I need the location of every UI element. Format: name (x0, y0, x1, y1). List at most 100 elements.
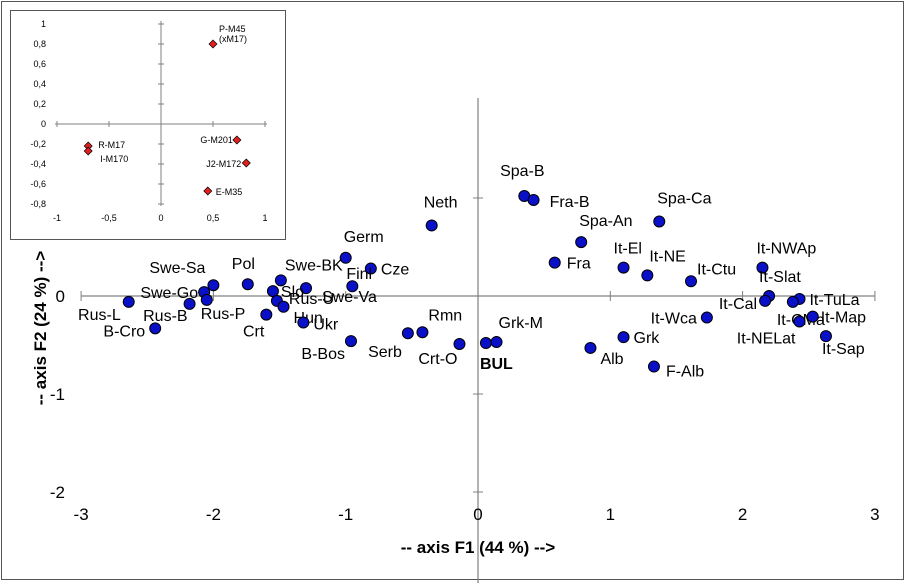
x-tick-label: 1 (606, 505, 615, 524)
point-ukr (297, 316, 310, 329)
point-rmn (416, 326, 429, 339)
inset-frame (10, 10, 286, 240)
point-it-sap (819, 330, 832, 343)
point-label-germ: Germ (344, 229, 384, 246)
inset-x-tick-label: -1 (53, 213, 61, 223)
inset-point-label-p-m45: P-M45 (219, 24, 246, 34)
inset-x-tick-label: -0,5 (101, 213, 117, 223)
point-label-rus-u: Rus-U (289, 291, 334, 308)
inset-point-label-g-m201: G-M201 (200, 135, 233, 145)
point-it-map (806, 310, 819, 323)
point-label-ukr: Ukr (313, 316, 339, 333)
inset-y-tick-label: -0,6 (30, 179, 46, 189)
point-pol (241, 278, 254, 291)
point-label-swe-va: Swe-Va (322, 289, 377, 306)
inset-y-tick-label: -0,8 (30, 199, 46, 209)
point-it-cma (786, 295, 799, 308)
point-rus-l (122, 295, 135, 308)
point-b-bos (344, 335, 357, 348)
point-label-swe-bk: Swe-BK (285, 257, 343, 274)
inset-y-tick-label: 0,2 (33, 99, 46, 109)
point-label-rus-l: Rus-L (78, 307, 121, 324)
point-label-it-nwap: It-NWAp (756, 241, 816, 258)
point-label-spa-ca: Spa-Ca (657, 191, 711, 208)
point-label-it-cal: It-Cal (719, 296, 757, 313)
point-it-el (617, 261, 630, 274)
point-label-it-slat: It-Slat (759, 269, 801, 286)
point-swe-sa (207, 279, 220, 292)
inset-point-label-e-m35: E-M35 (216, 187, 243, 197)
point-label-it-nelat: It-NELat (737, 330, 796, 347)
point-rus-b (183, 297, 196, 310)
inset-y-tick-label: 0,4 (33, 79, 46, 89)
inset-y-tick-label: 1 (41, 19, 46, 29)
point-label-b-bos: B-Bos (301, 346, 345, 363)
inset-x-tick-label: 1 (262, 213, 267, 223)
point-it-ctu (685, 275, 698, 288)
inset-x-tick-label: 0 (158, 213, 163, 223)
point-label-fra: Fra (567, 256, 591, 273)
point-label-rmn: Rmn (428, 307, 462, 324)
x-tick-label: 0 (473, 505, 482, 524)
point-swe-bk (274, 274, 287, 287)
inset-y-tick-label: -0,2 (30, 139, 46, 149)
point-it-nwap (756, 261, 769, 274)
point-b-cro (149, 322, 162, 335)
point-cze (364, 262, 377, 275)
point-label-crt: Crt (243, 324, 265, 341)
point-it-cal (759, 294, 772, 307)
point-label-swe-sa: Swe-Sa (149, 260, 205, 277)
point-label-alb: Alb (600, 351, 623, 368)
point-label-slo: Slo (281, 284, 304, 301)
inset-point-label-j2-m172: J2-M172 (206, 159, 241, 169)
x-axis-label: -- axis F1 (44 %) --> (401, 538, 556, 557)
point-label-b-cro: B-Cro (103, 323, 145, 340)
point-spa-ca (653, 215, 666, 228)
point-fra (548, 256, 561, 269)
x-tick-label: -3 (74, 505, 89, 524)
y-tick-label: 0 (56, 287, 65, 306)
point-label-it-ctu: It-Ctu (697, 261, 736, 278)
point-spa-an (575, 236, 588, 249)
point-germ (339, 251, 352, 264)
point-label-crt-o: Crt-O (418, 351, 457, 368)
y-axis-label-text: -- axis F2 (24 %) --> (31, 251, 50, 406)
point-finl (346, 280, 359, 293)
y-axis-label: -- axis F2 (24 %) --> (31, 251, 50, 406)
x-tick-label: -2 (206, 505, 221, 524)
inset-point-label-r-m17: R-M17 (98, 140, 125, 150)
point-it-ne (641, 269, 654, 282)
point-label-rus-b: Rus-B (143, 308, 187, 325)
point-rus-p (200, 293, 213, 306)
x-tick-label: -1 (338, 505, 353, 524)
y-tick-label: -2 (50, 483, 65, 502)
point-label-cze: Cze (381, 262, 410, 279)
point-label-spa-b: Spa-B (500, 163, 544, 180)
x-axis-label-text: -- axis F1 (44 %) --> (401, 538, 556, 557)
y-tick-label: -1 (50, 385, 65, 404)
point-label-it-tula: It-TuLa (809, 292, 859, 309)
point-crt-o (453, 338, 466, 351)
point-fra-b (527, 193, 540, 206)
point-label-rus-p: Rus-P (201, 306, 245, 323)
point-label-fra-b: Fra-B (550, 194, 590, 211)
point-swe-va (300, 282, 313, 295)
point-crt (260, 308, 273, 321)
inset-plot: -1 -0,5 0 0,5 1 1 0,8 0,6 0,4 0,2 0 -0,2 -0,4 -0,6 -0,… (30, 19, 267, 223)
point-label-spa-an: Spa-An (579, 213, 632, 230)
point-label-pol: Pol (232, 256, 255, 273)
point-label-it-ne: It-NE (649, 248, 685, 265)
inset-y-tick-label: 0,6 (33, 59, 46, 69)
inset-point-label-xm17: (xM17) (219, 34, 247, 44)
point-neth (425, 219, 438, 232)
inset-y-tick-label: -0,4 (30, 159, 46, 169)
point-label-serb: Serb (368, 344, 402, 361)
point-f-alb (647, 360, 660, 373)
point-grk-m (490, 336, 503, 349)
point-label-it-el: It-El (614, 241, 642, 258)
point-label-finl: Finl (346, 266, 372, 283)
point-hun (277, 300, 290, 313)
inset-point-i-m170 (83, 146, 93, 156)
